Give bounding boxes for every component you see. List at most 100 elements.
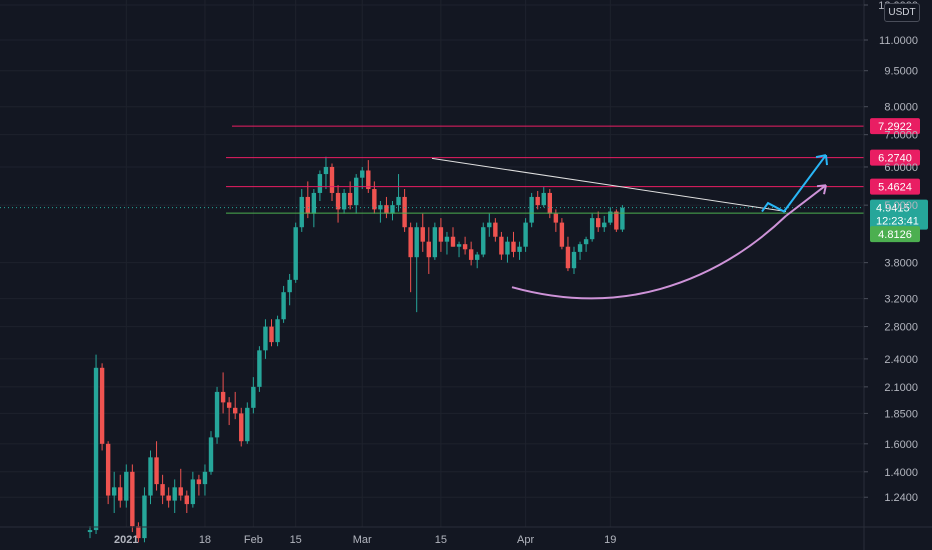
candle-body	[523, 222, 528, 247]
candle-body	[226, 402, 232, 408]
level-price-label: 5.4624	[878, 182, 912, 194]
candle-body	[275, 319, 280, 343]
level-price-label: 7.2922	[878, 121, 912, 133]
time-tick-label: 15	[435, 534, 447, 546]
candles	[87, 156, 625, 543]
candle-body	[529, 196, 534, 223]
candle-body	[148, 457, 153, 496]
candle-body	[372, 189, 377, 210]
candle-body	[166, 495, 171, 501]
candle-body	[329, 166, 335, 193]
time-tick-label: 2021	[114, 534, 138, 546]
candle-body	[178, 487, 183, 496]
drawings	[431, 154, 828, 300]
candle-body	[450, 236, 456, 247]
support-price-tag	[870, 226, 920, 243]
projection-arrow	[761, 154, 827, 213]
grid	[0, 0, 864, 527]
candle-body	[396, 196, 401, 206]
price-tick-label: 1.8500	[884, 408, 918, 420]
cup-arrow-head	[816, 184, 827, 195]
candle-body	[93, 367, 99, 531]
candle-body	[589, 218, 595, 240]
time-tick-label: 18	[199, 534, 211, 546]
price-tick-label: 11.0000	[879, 35, 918, 47]
cup-arrow	[785, 184, 827, 217]
candle-body	[559, 222, 565, 247]
candle-body	[202, 471, 208, 485]
candle-body	[190, 479, 196, 505]
candle-body	[366, 170, 371, 190]
trendline	[431, 157, 787, 213]
candle-body	[535, 196, 540, 206]
currency-label[interactable]: USDT	[884, 3, 920, 22]
candle-body	[384, 205, 389, 214]
candle-body	[335, 192, 341, 210]
candle-body	[438, 227, 444, 242]
current-price-label: 4.9415	[876, 203, 910, 215]
price-tick-label: 6.0000	[884, 162, 918, 174]
candle-body	[541, 192, 546, 206]
time-tick-label: Feb	[244, 534, 263, 546]
level-price-tag	[870, 118, 920, 135]
projection-arrow-head	[815, 154, 828, 166]
level-price-label: 6.2740	[878, 153, 912, 165]
candle-body	[245, 407, 250, 442]
candle-body	[263, 326, 268, 351]
candle-body	[311, 192, 317, 214]
candle-body	[456, 244, 462, 247]
candle-body	[99, 367, 105, 444]
time-tick-label: 15	[290, 534, 302, 546]
candle-body	[341, 192, 347, 210]
candle-body	[620, 207, 625, 230]
candle-body	[608, 211, 613, 223]
candle-body	[499, 236, 504, 255]
price-tick-label: 3.2000	[884, 294, 918, 306]
candle-body	[220, 391, 226, 403]
price-tick-label: 1.6000	[884, 439, 918, 451]
price-tick-label: 1.2400	[884, 492, 918, 504]
support-price-label: 4.8126	[878, 229, 912, 241]
candle-body	[414, 227, 419, 258]
candle-body	[214, 391, 220, 438]
candle-body	[493, 222, 498, 237]
candle-body	[390, 205, 395, 214]
candle-body	[432, 227, 438, 258]
candle-body	[136, 526, 141, 539]
candle-body	[354, 177, 359, 206]
candle-body	[239, 413, 244, 442]
candle-body	[596, 218, 601, 228]
candle-body	[487, 222, 492, 228]
candle-body	[305, 196, 310, 214]
time-tick-label: 19	[604, 534, 616, 546]
price-tick-label: 8.0000	[884, 102, 918, 114]
candle-body	[402, 196, 407, 228]
price-tick-label: 9.5000	[884, 66, 918, 78]
candle-body	[547, 192, 552, 214]
candle-body	[420, 227, 425, 242]
price-tick-label: 5.0000	[884, 200, 918, 212]
candle-body	[196, 479, 202, 485]
price-tick-label: 1.4000	[884, 467, 918, 479]
candle-body	[112, 487, 117, 496]
candle-body	[577, 244, 583, 252]
candle-body	[517, 246, 522, 252]
candle-body	[614, 211, 619, 230]
candle-body	[299, 196, 304, 228]
candle-body	[124, 471, 129, 501]
candle-body	[269, 326, 274, 343]
level-price-tag	[870, 178, 920, 195]
price-tick-label: 7.0000	[884, 130, 918, 142]
candle-body	[475, 254, 480, 260]
cup-pattern-curve	[511, 215, 787, 300]
time-tick-label: Mar	[353, 534, 372, 546]
candle-body	[154, 457, 159, 485]
candle-body	[360, 170, 365, 178]
candle-body	[118, 487, 123, 501]
candle-body	[105, 443, 111, 496]
candle-body	[172, 487, 177, 501]
candle-body	[553, 213, 559, 223]
candle-body	[565, 246, 571, 269]
candle-body	[160, 484, 165, 496]
